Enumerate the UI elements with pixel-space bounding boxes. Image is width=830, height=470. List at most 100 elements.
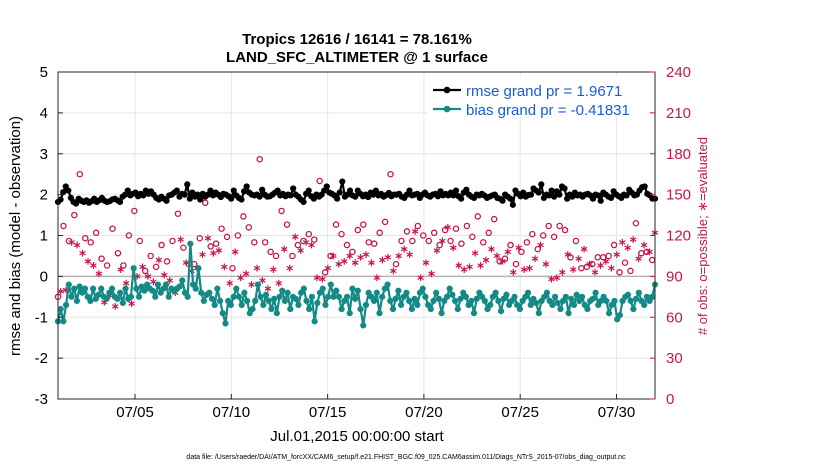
- bias-point: [562, 293, 569, 300]
- obs-evaluated-point: [515, 244, 522, 252]
- bias-point: [262, 291, 270, 298]
- obs-possible-point: [627, 267, 634, 275]
- obs-possible-point: [310, 236, 318, 243]
- right-tick-label: 120: [666, 228, 691, 245]
- bias-point: [184, 293, 191, 300]
- obs-evaluated-point: [439, 237, 446, 245]
- obs-possible-point: [163, 258, 171, 265]
- left-tick-label: 4: [40, 105, 48, 122]
- obs-evaluated-point: [264, 285, 272, 293]
- obs-possible-point: [354, 226, 362, 234]
- obs-possible-point: [240, 213, 247, 220]
- bias-point: [73, 297, 81, 304]
- asterisk-stroke: [619, 240, 626, 245]
- obs-evaluated-point: [286, 264, 293, 272]
- obs-evaluated-point: [553, 274, 561, 282]
- bias-point: [624, 291, 632, 298]
- asterisk-stroke: [166, 278, 174, 283]
- asterisk-stroke: [122, 280, 130, 286]
- bias-point: [427, 305, 434, 313]
- obs-evaluated-point: [586, 260, 593, 268]
- obs-evaluated-point: [400, 245, 408, 253]
- rmse-point: [607, 194, 615, 201]
- obs-possible-point: [180, 244, 187, 252]
- bias-point: [165, 293, 172, 300]
- rmse-point: [173, 187, 180, 194]
- obs-evaluated-point: [488, 245, 495, 253]
- bias-point: [573, 291, 580, 298]
- bias-point: [98, 285, 105, 292]
- obs-possible-point: [212, 240, 220, 247]
- bias-point: [57, 305, 64, 313]
- asterisk-stroke: [613, 252, 621, 257]
- asterisk-stroke: [161, 272, 168, 278]
- asterisk-stroke: [182, 260, 190, 265]
- bias-point: [303, 297, 310, 304]
- obs-possible-point: [539, 232, 547, 239]
- legend-bias-label: bias grand pr = -0.41831: [466, 102, 630, 119]
- asterisk-stroke: [608, 265, 615, 271]
- obs-possible-point: [616, 269, 623, 276]
- obs-evaluated-point: [231, 248, 239, 256]
- rmse-point: [228, 195, 235, 202]
- bias-point: [119, 299, 126, 307]
- left-tick-label: -1: [35, 309, 48, 326]
- bias-point: [103, 295, 110, 302]
- bias-point: [649, 293, 656, 300]
- obs-possible-point: [158, 241, 165, 249]
- rmse-point: [65, 187, 72, 194]
- asterisk-stroke: [395, 253, 403, 259]
- bias-point: [319, 285, 326, 292]
- bias-point: [292, 295, 299, 302]
- obs-evaluated-point: [335, 260, 343, 268]
- bias-point: [295, 301, 302, 309]
- obs-evaluated-point: [537, 241, 544, 249]
- obs-evaluated-point: [619, 238, 626, 246]
- rmse-point: [595, 192, 602, 199]
- bias-point: [117, 289, 124, 296]
- obs-possible-point: [490, 215, 498, 223]
- bias-point: [557, 305, 564, 313]
- bias-point: [71, 285, 78, 292]
- bias-point: [503, 291, 510, 298]
- x-tick-label: 07/25: [501, 404, 539, 421]
- obs-possible-point: [529, 230, 536, 238]
- bias-point: [446, 285, 453, 292]
- x-tick-label: 07/15: [309, 404, 347, 421]
- asterisk-stroke: [313, 275, 321, 280]
- bias-point: [535, 310, 542, 317]
- obs-evaluated-point: [297, 247, 304, 254]
- asterisk-stroke: [221, 264, 228, 270]
- asterisk-stroke: [330, 253, 337, 259]
- rmse-point: [548, 187, 555, 194]
- bias-point: [395, 287, 402, 294]
- bias-point: [343, 293, 351, 300]
- bias-point: [287, 305, 294, 313]
- obs-possible-point: [223, 233, 231, 241]
- bias-point: [206, 289, 213, 296]
- bias-point: [473, 295, 480, 302]
- left-tick-label: 1: [40, 228, 48, 245]
- bias-point: [314, 299, 321, 307]
- obs-possible-point: [207, 243, 214, 250]
- bias-point: [533, 299, 540, 307]
- rmse-point: [186, 195, 193, 202]
- obs-evaluated-point: [346, 252, 353, 260]
- asterisk-stroke: [84, 259, 92, 264]
- bias-point: [451, 297, 459, 304]
- bias-point: [481, 297, 488, 304]
- asterisk-stroke: [150, 279, 157, 285]
- obs-possible-point: [251, 239, 258, 246]
- obs-evaluated-point: [248, 281, 255, 288]
- bias-point: [90, 285, 97, 292]
- obs-evaluated-point: [281, 245, 288, 253]
- rmse-point: [527, 191, 535, 198]
- bias-point: [300, 285, 307, 292]
- bias-point: [260, 301, 267, 309]
- asterisk-stroke: [308, 242, 315, 248]
- bias-point: [187, 240, 194, 247]
- bias-point: [252, 297, 259, 304]
- asterisk-stroke: [646, 249, 653, 255]
- obs-possible-point: [152, 263, 160, 271]
- asterisk-stroke: [264, 286, 272, 291]
